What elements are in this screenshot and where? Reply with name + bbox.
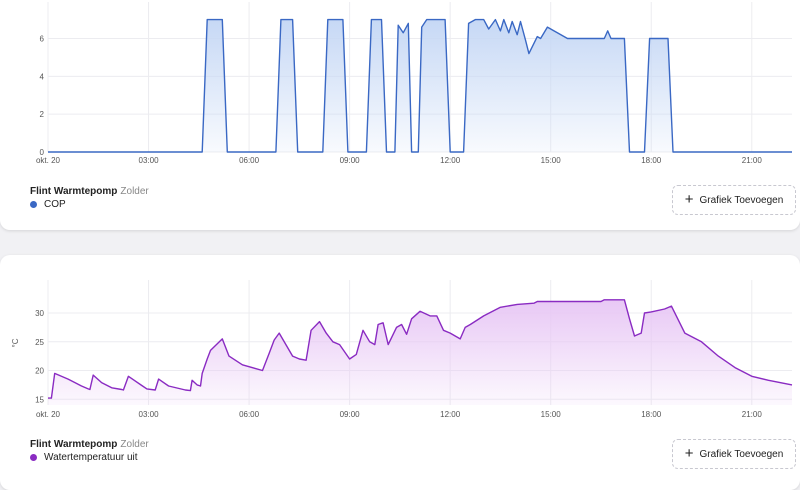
cop-chart-card: okt. 20 03:00 06:00 09:00 12:00 15:00 18:00 21:… [0,0,800,230]
add-chart-button[interactable]: + Grafiek Toevoegen [672,439,796,469]
water-temperature-chart-card: okt. 20 03:00 06:00 09:00 12:00 15:00 18:00 21:… [0,255,800,490]
x-tick-label: 03:00 [139,410,160,419]
x-tick-label: 21:00 [742,156,763,165]
x-tick-label: 03:00 [139,156,160,165]
y-tick-label: 30 [35,309,44,318]
x-tick-label: 12:00 [440,156,461,165]
x-tick-label: 18:00 [641,410,662,419]
x-tick-label: 21:00 [742,410,763,419]
legend-label: Watertemperatuur uit [44,452,138,463]
y-tick-label: 20 [35,367,44,376]
device-room: Zolder [120,186,149,197]
device-name: Flint Warmtepomp [30,186,118,197]
x-tick-label: 09:00 [340,156,361,165]
legend-dot-icon [30,454,37,461]
legend-label: COP [44,199,66,210]
y-tick-label: 6 [40,34,45,43]
legend-item-cop[interactable]: COP [30,199,66,210]
cop-chart[interactable]: okt. 20 03:00 06:00 09:00 12:00 15:00 18:00 21:… [0,0,800,230]
series-area [48,299,792,405]
x-tick-label: 09:00 [340,410,361,419]
y-tick-label: 0 [40,148,45,157]
x-tick-label: 12:00 [440,410,461,419]
series-area [48,19,792,152]
x-tick-label: okt. 20 [36,410,61,419]
device-room: Zolder [120,439,149,450]
add-chart-button-label: Grafiek Toevoegen [699,448,784,460]
y-tick-label: 25 [35,338,44,347]
x-tick-label: 15:00 [541,156,562,165]
series-line [48,299,793,399]
plus-icon: + [684,445,694,462]
y-tick-label: 4 [40,72,45,81]
add-chart-button[interactable]: + Grafiek Toevoegen [672,185,796,215]
x-tick-label: 15:00 [541,410,562,419]
y-tick-label: 2 [40,110,45,119]
x-tick-label: okt. 20 [36,156,61,165]
y-axis-label: °C [11,338,20,347]
series-line [48,18,792,153]
plus-icon: + [684,191,694,208]
device-label: Flint Warmtepomp Zolder [30,439,149,450]
x-tick-label: 06:00 [239,410,260,419]
legend-dot-icon [30,201,37,208]
add-chart-button-label: Grafiek Toevoegen [699,194,784,206]
legend-item-water-temperature[interactable]: Watertemperatuur uit [30,452,138,463]
x-tick-label: 06:00 [239,156,260,165]
device-name: Flint Warmtepomp [30,439,118,450]
x-tick-label: 18:00 [641,156,662,165]
device-label: Flint Warmtepomp Zolder [30,186,149,197]
water-temperature-chart[interactable]: okt. 20 03:00 06:00 09:00 12:00 15:00 18:00 21:… [0,255,800,490]
y-tick-label: 15 [35,395,44,404]
